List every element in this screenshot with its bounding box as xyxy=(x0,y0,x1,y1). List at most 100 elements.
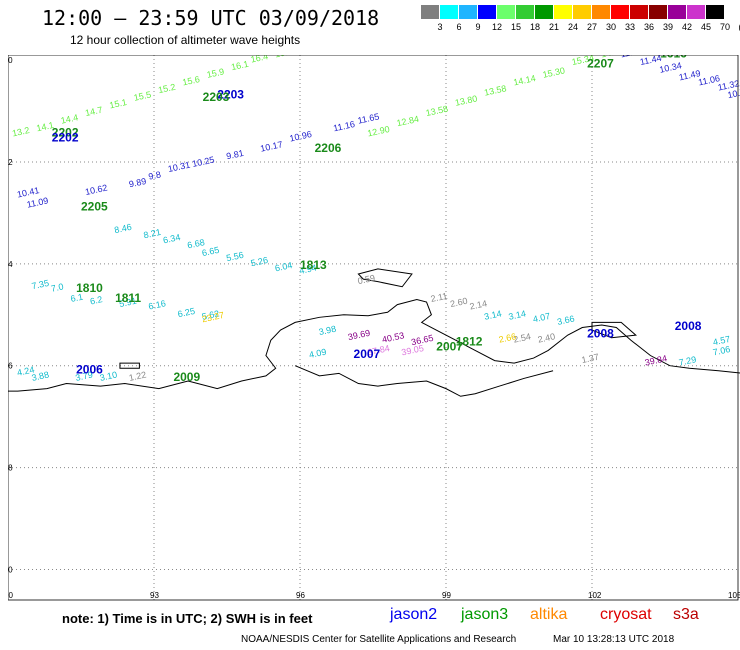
wave-height-label: 15.6 xyxy=(182,74,201,87)
scale-label: 12 xyxy=(491,22,502,32)
pass-time-label: 2006 xyxy=(76,362,103,376)
wave-height-label: 3.79 xyxy=(74,370,93,383)
wave-height-label: 39.84 xyxy=(644,353,668,367)
wave-height-label: 10.25 xyxy=(191,155,215,169)
scale-swatch xyxy=(687,5,706,19)
wave-height-label: 10.31 xyxy=(167,160,191,174)
lat-tick-label: -70 xyxy=(8,565,13,574)
wave-height-label: 1.22 xyxy=(128,370,147,383)
scale-label: 39 xyxy=(662,22,673,32)
wave-height-label: 14.7 xyxy=(84,105,103,118)
wave-height-label: 39.69 xyxy=(347,328,371,342)
wave-height-label: 5.62 xyxy=(201,308,220,321)
scale-label: 21 xyxy=(548,22,559,32)
wave-height-label: 6.25 xyxy=(177,306,196,319)
scale-swatch xyxy=(592,5,611,19)
wave-height-label: 7.35 xyxy=(31,278,50,291)
lon-tick-label: 96 xyxy=(296,591,305,600)
wave-height-label: 4.24 xyxy=(16,364,35,377)
wave-height-label: 15.9 xyxy=(206,66,225,79)
scale-swatch xyxy=(516,5,535,19)
pass-time-label: 1616 xyxy=(660,55,687,61)
legend-jason3: jason3 xyxy=(461,606,509,623)
scale-swatch xyxy=(706,5,725,19)
pass-time-label: 1812 xyxy=(456,334,483,348)
wave-height-label: 9.81 xyxy=(225,148,244,161)
wave-height-label: 16.72 xyxy=(274,55,298,60)
wave-height-label: 6.1 xyxy=(70,292,84,304)
wave-height-label: 10.79 xyxy=(727,86,740,100)
wave-height-label: 14.1 xyxy=(36,120,55,133)
lat-tick-label: -64 xyxy=(8,260,13,269)
wave-height-label: 6.34 xyxy=(162,232,181,245)
scale-label: (ft) xyxy=(734,22,740,32)
wave-height-label: 10.62 xyxy=(84,183,108,197)
wave-height-label: 36.65 xyxy=(410,333,434,347)
wave-height-label: 2.60 xyxy=(449,296,468,309)
legend-altika: altika xyxy=(530,606,568,623)
wave-height-label: 12.84 xyxy=(396,114,420,128)
wave-height-label: 6.04 xyxy=(274,260,293,273)
lon-tick-label: 102 xyxy=(588,591,602,600)
pass-time-label: 1811 xyxy=(115,291,141,305)
wave-height-label: 23.27 xyxy=(201,310,225,324)
wave-height-label: 0.59 xyxy=(357,273,376,286)
wave-height-label: 6.68 xyxy=(186,237,205,250)
wave-height-label: 8.21 xyxy=(143,227,162,240)
pass-time-label: 2203 xyxy=(203,90,230,104)
lat-tick-label: -66 xyxy=(8,362,13,371)
wave-height-label: 4.07 xyxy=(532,311,551,324)
scale-swatch xyxy=(478,5,497,19)
legend-jason2: jason2 xyxy=(390,606,438,623)
scale-swatch xyxy=(573,5,592,19)
wave-height-label: 11.49 xyxy=(678,68,701,82)
wave-height-label: 15.1 xyxy=(109,97,128,110)
wave-height-label: 9.8 xyxy=(147,169,161,181)
island-outline xyxy=(357,268,413,288)
wave-height-label: 7.29 xyxy=(678,354,697,367)
pass-time-label: 2202 xyxy=(52,131,79,145)
island-outline xyxy=(591,321,637,339)
pass-time-label: 2205 xyxy=(81,199,108,213)
scale-swatch xyxy=(421,5,440,19)
ice-shelf-edge xyxy=(294,365,554,397)
wave-height-label: 11.09 xyxy=(26,195,49,209)
wave-height-label: 4.57 xyxy=(712,334,731,347)
pass-time-label: 2007 xyxy=(436,339,463,353)
legend-s3a: s3a xyxy=(673,606,699,623)
wave-height-label: 7.0 xyxy=(50,281,64,293)
wave-height-label: 14.4 xyxy=(60,112,79,125)
wave-height-label: 3.66 xyxy=(556,313,575,326)
wave-height-label: 2.11 xyxy=(430,291,449,304)
wave-height-map: -60 -62 -64 -66 -68 -70 90 93 96 99 102 105 13.2 14.1… xyxy=(8,55,740,601)
wave-height-label: 16.1 xyxy=(230,59,249,72)
lat-tick-label: -60 xyxy=(8,56,13,65)
wave-height-label: 2.54 xyxy=(512,331,531,344)
scale-label: 45 xyxy=(700,22,711,32)
island-outline xyxy=(119,362,140,369)
wave-height-label: 5.56 xyxy=(225,250,244,263)
wave-height-label: 6.2 xyxy=(89,294,103,306)
scale-label: 33 xyxy=(624,22,635,32)
scale-label: 70 xyxy=(719,22,730,32)
wave-height-label: 16.4 xyxy=(250,55,269,65)
wave-height-label: 4.94 xyxy=(298,263,317,276)
lat-tick-label: -68 xyxy=(8,464,13,473)
wave-height-label: 10.34 xyxy=(658,60,682,74)
wave-height-label: 9.89 xyxy=(128,176,147,189)
credit-line: NOAA/NESDIS Center for Satellite Applica… xyxy=(241,634,517,645)
wave-height-label: 3.88 xyxy=(31,370,50,383)
wave-height-label: 5.91 xyxy=(118,296,137,309)
wave-height-label: 2.14 xyxy=(469,298,488,311)
plot-frame xyxy=(8,55,739,601)
wave-height-label: 40.53 xyxy=(381,330,405,344)
scale-label: 30 xyxy=(605,22,616,32)
coastline xyxy=(8,298,740,392)
scale-swatch xyxy=(497,5,516,19)
lon-tick-label: 90 xyxy=(8,591,13,600)
pass-time-label: 2207 xyxy=(587,57,614,71)
wave-height-label: 15.5 xyxy=(133,89,152,102)
scale-swatch xyxy=(440,5,459,19)
scale-swatch xyxy=(649,5,668,19)
